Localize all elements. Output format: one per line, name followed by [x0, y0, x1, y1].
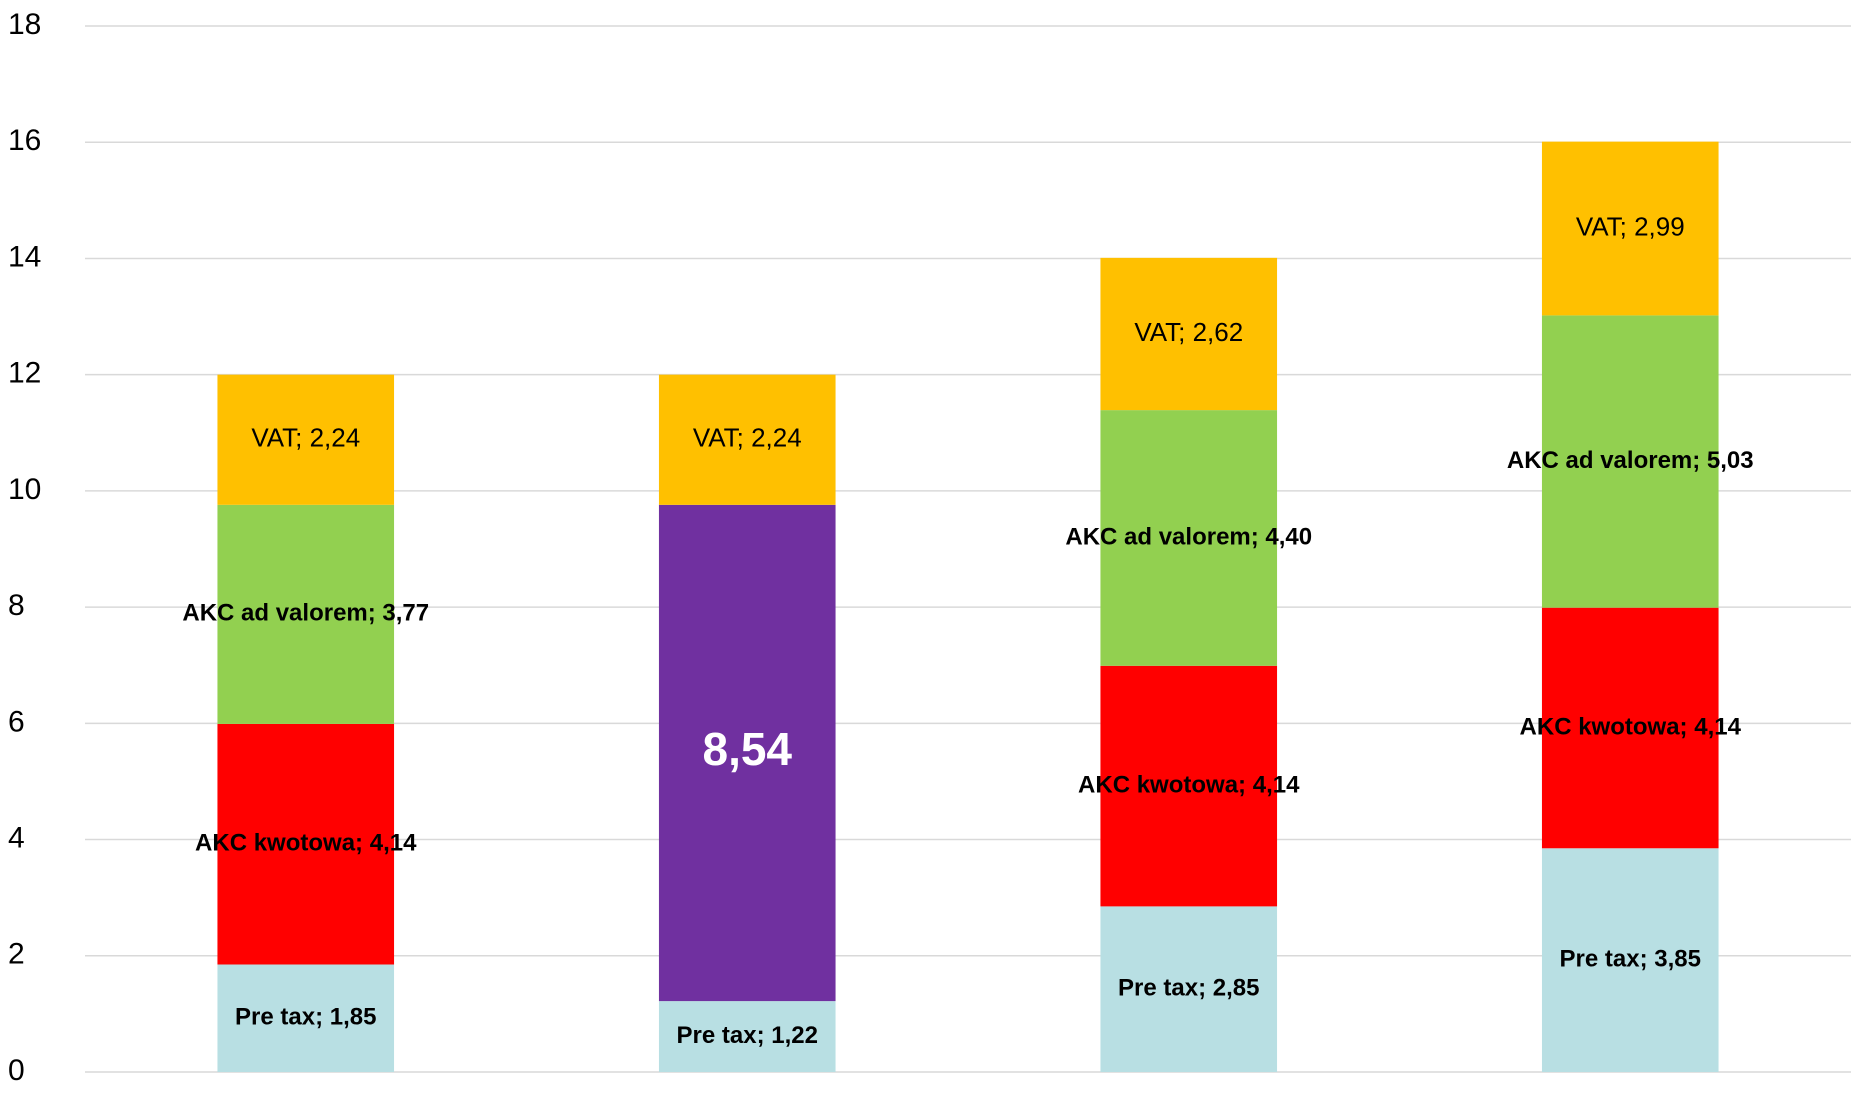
bar-segment — [1100, 906, 1278, 1072]
y-tick-label: 10 — [8, 473, 41, 506]
y-tick-label: 16 — [8, 124, 41, 157]
bar-segment — [1541, 141, 1719, 316]
data-label: AKC ad valorem; 4,40 — [1065, 523, 1312, 550]
y-tick-label: 2 — [8, 938, 25, 971]
bar-segment — [1541, 607, 1719, 849]
bar-segment — [1100, 665, 1278, 907]
bar-segment — [217, 964, 395, 1072]
data-label: VAT; 2,24 — [251, 423, 360, 453]
bar-segment — [1100, 257, 1278, 411]
data-label: VAT; 2,62 — [1134, 317, 1243, 347]
data-label: AKC kwotowa; 4,14 — [1520, 713, 1742, 740]
data-label: Pre tax; 2,85 — [1118, 975, 1259, 1002]
y-tick-label: 14 — [8, 240, 41, 273]
data-label: VAT; 2,99 — [1576, 211, 1685, 241]
bar-segment — [217, 723, 395, 965]
bar-segment — [1541, 315, 1719, 608]
data-label: AKC ad valorem; 5,03 — [1507, 447, 1754, 474]
bar-segment — [1541, 848, 1719, 1072]
y-tick-label: 0 — [8, 1054, 25, 1087]
data-label: Pre tax; 1,22 — [677, 1022, 818, 1049]
data-label: AKC kwotowa; 4,14 — [195, 830, 417, 857]
bar-segment — [217, 374, 395, 505]
data-label: AKC kwotowa; 4,14 — [1078, 771, 1300, 798]
y-tick-label: 18 — [8, 8, 41, 41]
y-tick-label: 4 — [8, 821, 25, 854]
data-label: VAT; 2,24 — [693, 423, 802, 453]
y-tick-label: 12 — [8, 357, 41, 390]
y-tick-label: 8 — [8, 589, 25, 622]
data-label: 8,54 — [702, 723, 792, 775]
y-tick-label: 6 — [8, 705, 25, 738]
data-label: Pre tax; 3,85 — [1560, 945, 1701, 972]
bar-segment — [658, 504, 836, 1002]
bar-segment — [658, 1001, 836, 1072]
data-label: AKC ad valorem; 3,77 — [182, 600, 429, 627]
bar-segment — [658, 374, 836, 505]
bar-segment — [1100, 410, 1278, 666]
data-label: Pre tax; 1,85 — [235, 1004, 376, 1031]
bar-segment — [217, 504, 395, 724]
